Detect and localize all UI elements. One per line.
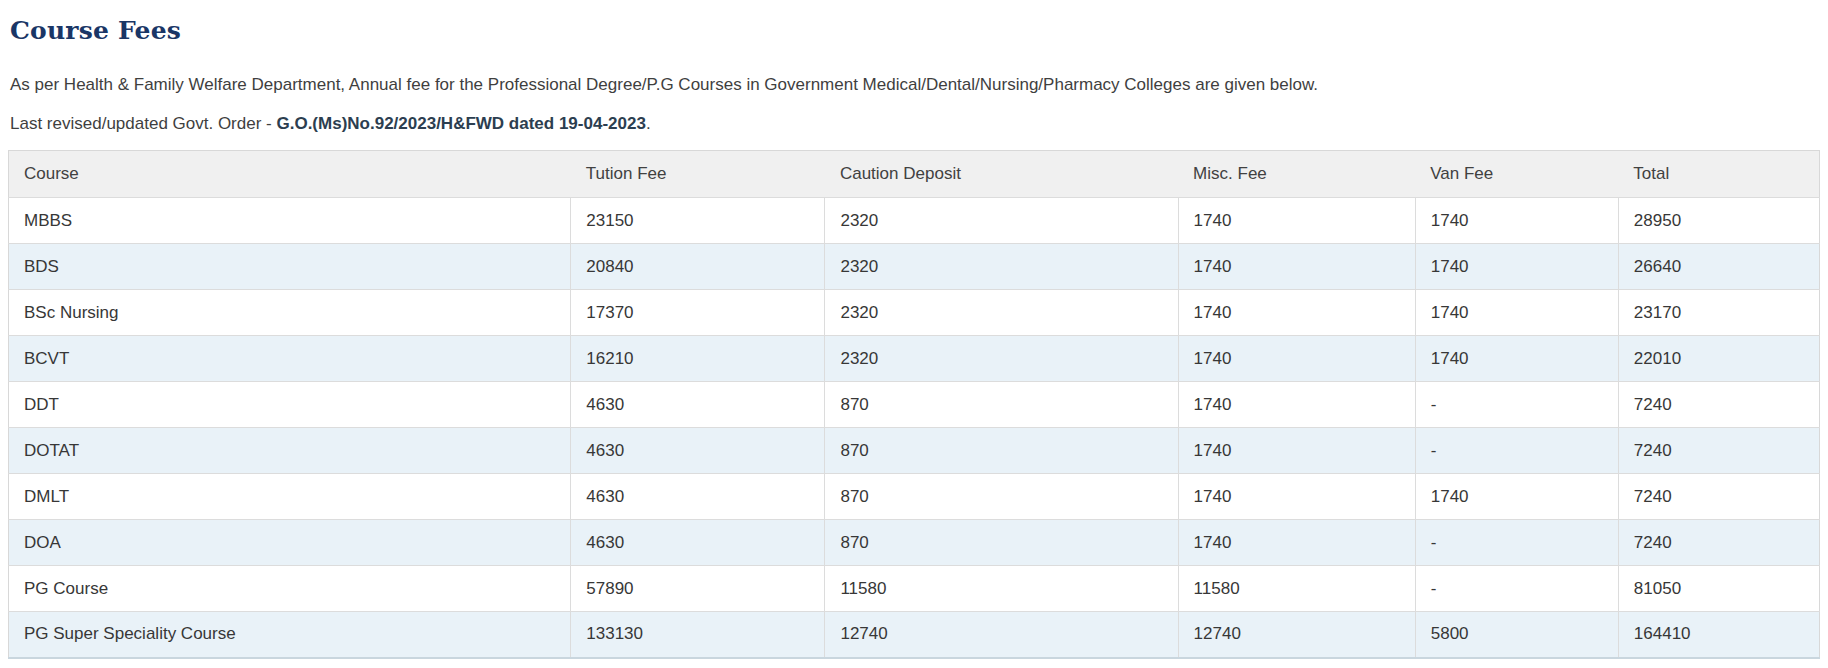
cell-misc-fee: 1740	[1178, 336, 1415, 382]
cell-van-fee: 1740	[1415, 198, 1618, 244]
cell-tution-fee: 57890	[571, 566, 825, 612]
cell-van-fee: -	[1415, 428, 1618, 474]
cell-total: 7240	[1618, 382, 1819, 428]
cell-tution-fee: 4630	[571, 474, 825, 520]
cell-caution-deposit: 870	[825, 382, 1178, 428]
table-row: BDS2084023201740174026640	[9, 244, 1820, 290]
cell-misc-fee: 1740	[1178, 198, 1415, 244]
page-title: Course Fees	[10, 16, 1820, 46]
cell-tution-fee: 23150	[571, 198, 825, 244]
cell-misc-fee: 1740	[1178, 244, 1415, 290]
cell-van-fee: -	[1415, 520, 1618, 566]
cell-tution-fee: 133130	[571, 612, 825, 658]
cell-caution-deposit: 2320	[825, 198, 1178, 244]
cell-course: DOTAT	[9, 428, 571, 474]
cell-van-fee: 1740	[1415, 290, 1618, 336]
cell-misc-fee: 12740	[1178, 612, 1415, 658]
cell-total: 22010	[1618, 336, 1819, 382]
cell-caution-deposit: 2320	[825, 244, 1178, 290]
table-header-row: CourseTution FeeCaution DepositMisc. Fee…	[9, 151, 1820, 198]
cell-misc-fee: 1740	[1178, 382, 1415, 428]
cell-tution-fee: 17370	[571, 290, 825, 336]
cell-van-fee: 1740	[1415, 336, 1618, 382]
cell-van-fee: 1740	[1415, 244, 1618, 290]
cell-total: 7240	[1618, 520, 1819, 566]
cell-total: 7240	[1618, 428, 1819, 474]
cell-caution-deposit: 11580	[825, 566, 1178, 612]
cell-misc-fee: 1740	[1178, 520, 1415, 566]
cell-misc-fee: 1740	[1178, 474, 1415, 520]
cell-course: PG Course	[9, 566, 571, 612]
cell-tution-fee: 4630	[571, 382, 825, 428]
cell-total: 28950	[1618, 198, 1819, 244]
cell-van-fee: 5800	[1415, 612, 1618, 658]
cell-misc-fee: 1740	[1178, 428, 1415, 474]
course-fees-page: Course Fees As per Health & Family Welfa…	[0, 16, 1828, 659]
revision-suffix-text: .	[646, 114, 651, 133]
cell-course: DDT	[9, 382, 571, 428]
column-header-van-fee: Van Fee	[1415, 151, 1618, 198]
revision-paragraph: Last revised/updated Govt. Order - G.O.(…	[10, 113, 1820, 134]
cell-total: 23170	[1618, 290, 1819, 336]
table-row: PG Super Speciality Course13313012740127…	[9, 612, 1820, 658]
table-row: DDT46308701740-7240	[9, 382, 1820, 428]
cell-course: BCVT	[9, 336, 571, 382]
intro-paragraph: As per Health & Family Welfare Departmen…	[10, 74, 1820, 95]
cell-van-fee: -	[1415, 382, 1618, 428]
cell-total: 7240	[1618, 474, 1819, 520]
cell-course: BDS	[9, 244, 571, 290]
cell-total: 81050	[1618, 566, 1819, 612]
cell-caution-deposit: 870	[825, 474, 1178, 520]
table-row: BCVT1621023201740174022010	[9, 336, 1820, 382]
cell-tution-fee: 20840	[571, 244, 825, 290]
table-row: DOTAT46308701740-7240	[9, 428, 1820, 474]
cell-course: MBBS	[9, 198, 571, 244]
cell-course: PG Super Speciality Course	[9, 612, 571, 658]
column-header-tution-fee: Tution Fee	[571, 151, 825, 198]
cell-van-fee: -	[1415, 566, 1618, 612]
course-fees-table: CourseTution FeeCaution DepositMisc. Fee…	[8, 150, 1820, 659]
govt-order-reference: G.O.(Ms)No.92/2023/H&FWD dated 19-04-202…	[276, 114, 645, 133]
table-row: DMLT4630870174017407240	[9, 474, 1820, 520]
cell-misc-fee: 11580	[1178, 566, 1415, 612]
table-row: MBBS2315023201740174028950	[9, 198, 1820, 244]
cell-van-fee: 1740	[1415, 474, 1618, 520]
table-body: MBBS2315023201740174028950BDS20840232017…	[9, 198, 1820, 658]
table-row: BSc Nursing1737023201740174023170	[9, 290, 1820, 336]
column-header-caution-deposit: Caution Deposit	[825, 151, 1178, 198]
cell-course: BSc Nursing	[9, 290, 571, 336]
cell-caution-deposit: 12740	[825, 612, 1178, 658]
cell-caution-deposit: 2320	[825, 290, 1178, 336]
cell-tution-fee: 4630	[571, 428, 825, 474]
table-row: PG Course578901158011580-81050	[9, 566, 1820, 612]
cell-tution-fee: 16210	[571, 336, 825, 382]
cell-caution-deposit: 2320	[825, 336, 1178, 382]
cell-total: 26640	[1618, 244, 1819, 290]
cell-course: DOA	[9, 520, 571, 566]
cell-caution-deposit: 870	[825, 520, 1178, 566]
column-header-course: Course	[9, 151, 571, 198]
column-header-total: Total	[1618, 151, 1819, 198]
cell-total: 164410	[1618, 612, 1819, 658]
cell-course: DMLT	[9, 474, 571, 520]
cell-tution-fee: 4630	[571, 520, 825, 566]
revision-prefix-text: Last revised/updated Govt. Order -	[10, 114, 276, 133]
table-row: DOA46308701740-7240	[9, 520, 1820, 566]
cell-caution-deposit: 870	[825, 428, 1178, 474]
cell-misc-fee: 1740	[1178, 290, 1415, 336]
column-header-misc-fee: Misc. Fee	[1178, 151, 1415, 198]
